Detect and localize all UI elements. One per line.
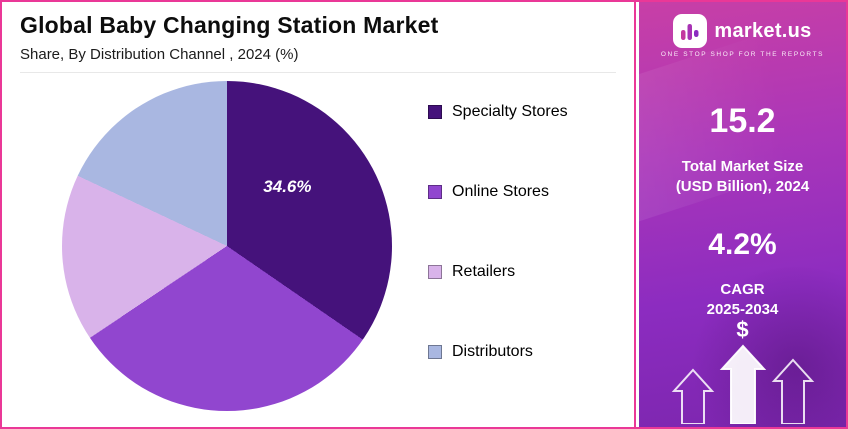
brand-sidebar: market.us ONE STOP SHOP FOR THE REPORTS … bbox=[636, 2, 846, 427]
cagr-value: 4.2% bbox=[708, 228, 777, 261]
logo-tagline: ONE STOP SHOP FOR THE REPORTS bbox=[660, 51, 825, 58]
pie-data-label: 34.6% bbox=[263, 176, 312, 196]
total-market-size-label: Total Market Size (USD Billion), 2024 bbox=[675, 158, 810, 195]
legend-label: Retailers bbox=[452, 263, 516, 280]
growth-arrows-icon bbox=[668, 342, 818, 427]
legend-item-retailers: Retailers bbox=[428, 263, 568, 281]
chart-row: 34.6% Specialty Stores Online Stores Ret… bbox=[20, 73, 634, 411]
chart-panel: Global Baby Changing Station Market Shar… bbox=[2, 2, 636, 427]
legend-swatch bbox=[428, 345, 442, 359]
legend-swatch bbox=[428, 185, 442, 199]
header-divider bbox=[20, 72, 616, 73]
legend-label: Distributors bbox=[452, 343, 533, 360]
pie-chart-wrap: 34.6% bbox=[62, 81, 392, 411]
dollar-sign: $ bbox=[736, 317, 749, 342]
chart-legend: Specialty Stores Online Stores Retailers… bbox=[428, 103, 568, 361]
market-us-logo: market.us bbox=[639, 14, 846, 48]
legend-swatch bbox=[428, 265, 442, 279]
legend-swatch bbox=[428, 105, 442, 119]
legend-label: Specialty Stores bbox=[452, 103, 568, 120]
pie-chart bbox=[62, 81, 392, 411]
total-market-size-value: 15.2 bbox=[709, 102, 776, 140]
cagr-label: CAGR 2025-2034 bbox=[706, 281, 779, 318]
logo-text: market.us bbox=[714, 19, 812, 42]
legend-item-distributors: Distributors bbox=[428, 343, 568, 361]
page-title: Global Baby Changing Station Market bbox=[20, 12, 439, 38]
legend-item-online-stores: Online Stores bbox=[428, 183, 568, 201]
market-us-logo-icon bbox=[673, 14, 708, 48]
legend-label: Online Stores bbox=[452, 183, 549, 200]
chart-subtitle: Share, By Distribution Channel , 2024 (%… bbox=[20, 46, 299, 63]
legend-item-specialty-stores: Specialty Stores bbox=[428, 103, 568, 121]
